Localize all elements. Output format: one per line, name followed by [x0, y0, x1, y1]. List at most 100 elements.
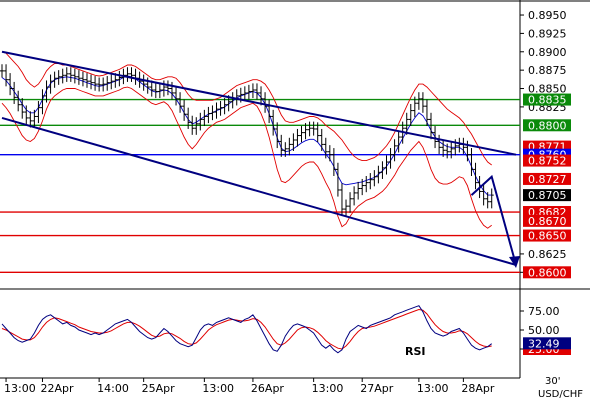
price-bar — [153, 83, 158, 99]
price-bar — [12, 81, 17, 104]
price-bar — [4, 64, 9, 87]
price-bar — [481, 184, 486, 206]
price-bar — [174, 86, 179, 106]
level-tag-label: 0.8600 — [528, 266, 567, 279]
price-bar — [429, 112, 434, 140]
rsi-current-tag-label: 32.49 — [528, 337, 560, 350]
rsi-signal-line — [1, 308, 492, 350]
price-bar — [275, 122, 280, 149]
time-tick-label: 28Apr — [461, 382, 495, 395]
level-tag: 0.8835 — [523, 93, 571, 107]
price-bar — [8, 73, 13, 96]
price-bar — [72, 68, 77, 84]
level-tag-box — [523, 172, 571, 185]
forecast-arrow-head — [509, 255, 520, 268]
price-bar — [315, 122, 320, 143]
moving-average-line — [1, 75, 492, 196]
price-bar — [178, 92, 183, 113]
rsi-tick-label: 50.00 — [528, 324, 560, 337]
price-tick-label: 0.8925 — [528, 27, 567, 40]
price-bar — [473, 162, 478, 190]
rsi-current-tag: 32.49 — [523, 337, 571, 350]
price-bar — [311, 121, 316, 136]
level-tag-label: 0.8727 — [528, 173, 567, 186]
price-bar — [380, 161, 385, 179]
price-bar — [186, 107, 191, 129]
price-bar — [165, 80, 170, 96]
level-tag: 0.8600 — [523, 266, 571, 279]
price-bar — [40, 89, 45, 115]
price-bar — [384, 155, 389, 175]
rsi-line — [1, 305, 493, 354]
price-bar — [388, 148, 393, 169]
price-tick-label: 0.8900 — [528, 46, 567, 59]
level-tag: 0.8670 — [523, 214, 571, 228]
price-bar — [299, 126, 304, 143]
price-bar — [376, 165, 381, 184]
price-tick-label: 0.8875 — [528, 64, 567, 77]
price-bar — [52, 71, 57, 88]
price-bar — [117, 70, 122, 87]
price-bar — [32, 109, 37, 128]
time-tick-label: 13:00 — [312, 382, 344, 395]
price-bar — [36, 101, 41, 124]
time-tick-label: 22Apr — [40, 382, 74, 395]
price-bar — [469, 148, 474, 177]
rsi-tick-label: 75.00 — [528, 305, 560, 318]
price-bar — [287, 137, 292, 156]
price-bar — [246, 84, 251, 100]
price-bar — [202, 109, 207, 127]
price-bar — [222, 98, 227, 115]
level-tag-box — [523, 154, 571, 167]
level-tag: 0.8650 — [523, 229, 571, 243]
price-bar — [60, 68, 65, 84]
price-bar — [303, 123, 308, 140]
price-bar — [210, 105, 215, 121]
price-bar — [344, 199, 349, 216]
price-bar — [263, 92, 268, 113]
level-tag-box — [523, 93, 571, 106]
price-bar — [48, 74, 53, 94]
price-bar — [372, 170, 377, 187]
price-bar — [198, 112, 203, 131]
price-bar — [97, 77, 102, 92]
price-bar — [279, 134, 284, 157]
price-bar — [485, 192, 490, 209]
bollinger-upper-line — [1, 51, 492, 166]
price-bar — [109, 74, 114, 90]
level-tag: 0.8752 — [523, 154, 571, 168]
price-bar — [56, 70, 61, 85]
level-tag: 0.8705 — [523, 189, 571, 202]
price-bar — [368, 173, 373, 190]
price-bar — [125, 67, 130, 82]
bollinger-lower-line — [1, 86, 492, 229]
price-bar — [392, 139, 397, 162]
price-bar — [412, 96, 417, 118]
price-bar — [101, 77, 106, 92]
rsi-label: RSI — [405, 345, 426, 358]
time-tick-label: 14:00 — [97, 382, 129, 395]
level-tag-label: 0.8705 — [528, 189, 567, 202]
price-bar — [149, 80, 154, 97]
price-bar — [157, 83, 162, 99]
price-bar — [307, 121, 312, 137]
time-tick-label: 13:00 — [4, 382, 36, 395]
price-bar — [445, 143, 450, 159]
price-bar — [348, 192, 353, 213]
price-bar — [416, 92, 421, 110]
rsi-current-tag-box — [523, 337, 571, 350]
price-bar — [218, 101, 223, 116]
level-tag-box — [523, 189, 571, 202]
price-bar — [433, 126, 438, 149]
price-bar — [93, 76, 98, 91]
price-bar — [76, 70, 81, 85]
price-bar — [424, 99, 429, 127]
price-bar — [84, 73, 89, 88]
price-bar — [259, 86, 264, 106]
price-bar — [408, 103, 413, 127]
time-axis: 13:00 22Apr 14:00 25Apr 13:00 26Apr 13:00 27Apr… — [4, 378, 495, 395]
symbol-label: USD/CHF — [538, 389, 583, 400]
price-bar — [420, 92, 425, 113]
